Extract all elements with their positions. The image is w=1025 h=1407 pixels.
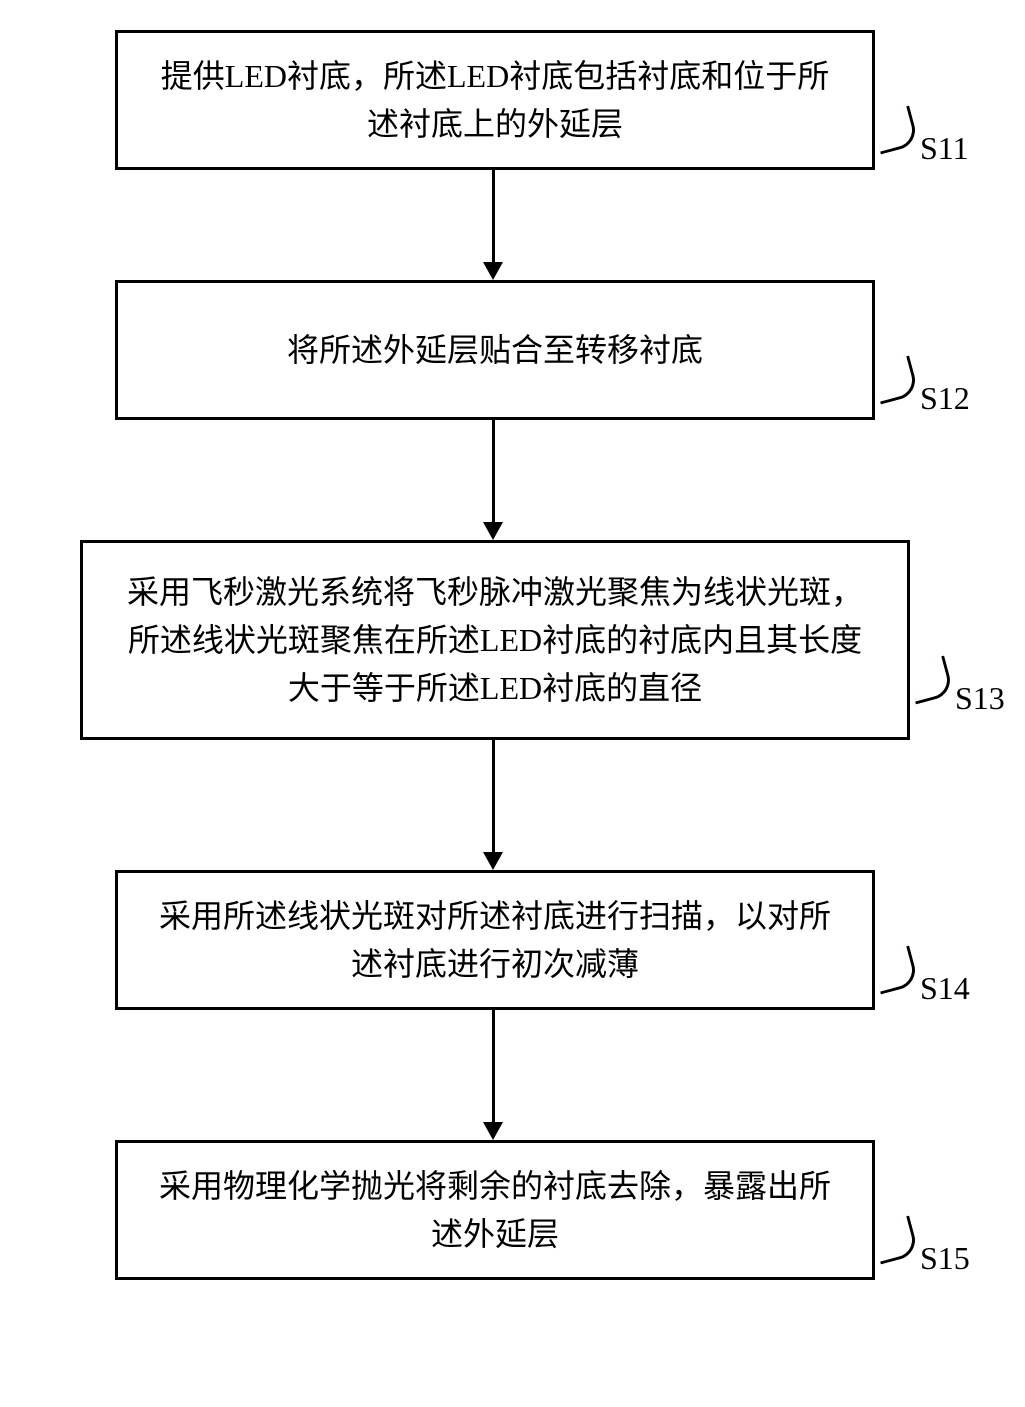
step-box-s15: 采用物理化学抛光将剩余的衬底去除，暴露出所述外延层 xyxy=(115,1140,875,1280)
label-curve xyxy=(871,106,920,155)
step-label-s11: S11 xyxy=(920,130,969,167)
label-curve xyxy=(871,356,920,405)
step-box-s13: 采用飞秒激光系统将飞秒脉冲激光聚焦为线状光斑，所述线状光斑聚焦在所述LED衬底的… xyxy=(80,540,910,740)
label-curve xyxy=(871,946,920,995)
arrow-line xyxy=(492,740,495,852)
step-text: 采用飞秒激光系统将飞秒脉冲激光聚焦为线状光斑，所述线状光斑聚焦在所述LED衬底的… xyxy=(113,568,877,712)
arrow-line xyxy=(492,170,495,262)
arrow-line xyxy=(492,1010,495,1122)
arrow-line xyxy=(492,420,495,522)
arrow-head xyxy=(483,522,503,540)
step-text: 提供LED衬底，所述LED衬底包括衬底和位于所述衬底上的外延层 xyxy=(148,52,842,148)
label-curve xyxy=(871,1216,920,1265)
step-text: 将所述外延层贴合至转移衬底 xyxy=(287,326,703,374)
step-box-s11: 提供LED衬底，所述LED衬底包括衬底和位于所述衬底上的外延层 xyxy=(115,30,875,170)
step-box-s12: 将所述外延层贴合至转移衬底 xyxy=(115,280,875,420)
step-box-s14: 采用所述线状光斑对所述衬底进行扫描，以对所述衬底进行初次减薄 xyxy=(115,870,875,1010)
flowchart-container: 提供LED衬底，所述LED衬底包括衬底和位于所述衬底上的外延层 S11 将所述外… xyxy=(0,0,1025,1407)
step-label-s15: S15 xyxy=(920,1240,970,1277)
step-label-s13: S13 xyxy=(955,680,1005,717)
step-text: 采用所述线状光斑对所述衬底进行扫描，以对所述衬底进行初次减薄 xyxy=(148,892,842,988)
arrow-head xyxy=(483,262,503,280)
step-label-s14: S14 xyxy=(920,970,970,1007)
step-label-s12: S12 xyxy=(920,380,970,417)
arrow-head xyxy=(483,852,503,870)
arrow-head xyxy=(483,1122,503,1140)
label-curve xyxy=(906,656,955,705)
step-text: 采用物理化学抛光将剩余的衬底去除，暴露出所述外延层 xyxy=(148,1162,842,1258)
